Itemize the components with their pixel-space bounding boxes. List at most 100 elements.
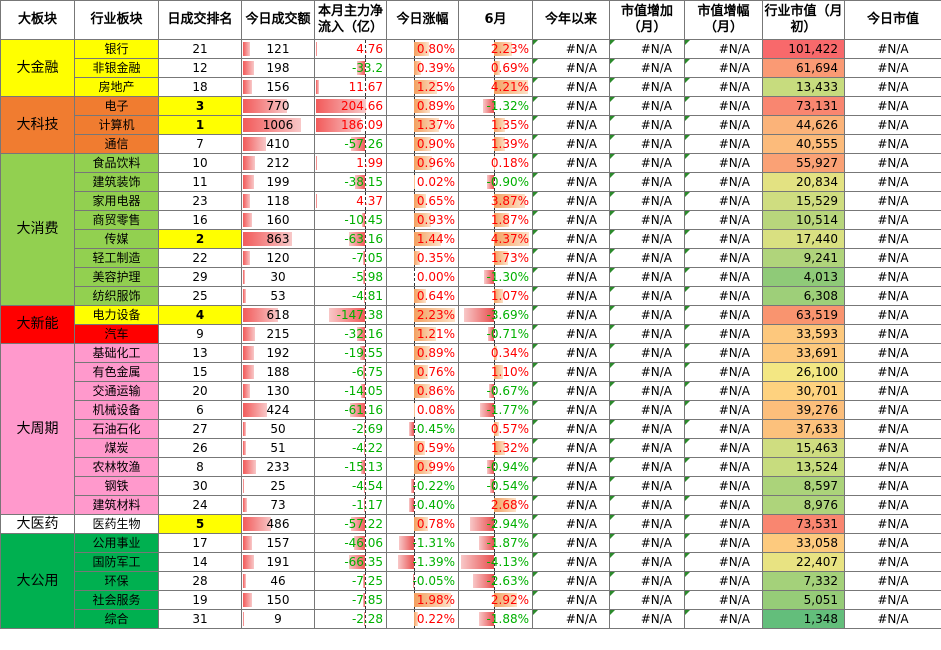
- cap-pct-cell[interactable]: #N/A: [684, 210, 763, 230]
- rank-cell[interactable]: 5: [158, 514, 242, 534]
- header-cell[interactable]: 今日涨幅: [386, 0, 459, 40]
- rank-cell[interactable]: 9: [158, 324, 242, 344]
- cap-pct-cell[interactable]: #N/A: [684, 495, 763, 515]
- today-cap-cell[interactable]: #N/A: [844, 77, 941, 97]
- header-cell[interactable]: 行业板块: [74, 0, 159, 40]
- cap-add-cell[interactable]: #N/A: [609, 229, 685, 249]
- today-change-cell[interactable]: 0.90%: [386, 134, 459, 154]
- header-cell[interactable]: 6月: [458, 0, 533, 40]
- industry-cap-cell[interactable]: 8,976: [762, 495, 845, 515]
- rank-cell[interactable]: 10: [158, 153, 242, 173]
- inflow-cell[interactable]: -2.28: [314, 609, 387, 629]
- rank-cell[interactable]: 12: [158, 58, 242, 78]
- ytd-cell[interactable]: #N/A: [532, 191, 610, 211]
- rank-cell[interactable]: 2: [158, 229, 242, 249]
- cap-add-cell[interactable]: #N/A: [609, 134, 685, 154]
- turnover-cell[interactable]: 770: [241, 96, 315, 116]
- rank-cell[interactable]: 27: [158, 419, 242, 439]
- industry-cap-cell[interactable]: 73,131: [762, 96, 845, 116]
- industry-cap-cell[interactable]: 8,597: [762, 476, 845, 496]
- industry-cell[interactable]: 电子: [74, 96, 159, 116]
- today-cap-cell[interactable]: #N/A: [844, 191, 941, 211]
- header-cell[interactable]: 今日市值: [844, 0, 941, 40]
- turnover-cell[interactable]: 121: [241, 39, 315, 59]
- industry-cell[interactable]: 电力设备: [74, 305, 159, 325]
- inflow-cell[interactable]: -33.2: [314, 58, 387, 78]
- cap-add-cell[interactable]: #N/A: [609, 609, 685, 629]
- today-cap-cell[interactable]: #N/A: [844, 286, 941, 306]
- today-change-cell[interactable]: 1.21%: [386, 324, 459, 344]
- june-change-cell[interactable]: -2.94%: [458, 514, 533, 534]
- turnover-cell[interactable]: 130: [241, 381, 315, 401]
- cap-add-cell[interactable]: #N/A: [609, 153, 685, 173]
- ytd-cell[interactable]: #N/A: [532, 324, 610, 344]
- industry-cap-cell[interactable]: 6,308: [762, 286, 845, 306]
- header-cell[interactable]: 市值增幅（月）: [684, 0, 763, 40]
- cap-add-cell[interactable]: #N/A: [609, 571, 685, 591]
- turnover-cell[interactable]: 486: [241, 514, 315, 534]
- ytd-cell[interactable]: #N/A: [532, 39, 610, 59]
- industry-cap-cell[interactable]: 55,927: [762, 153, 845, 173]
- today-change-cell[interactable]: -1.39%: [386, 552, 459, 572]
- industry-cell[interactable]: 公用事业: [74, 533, 159, 553]
- turnover-cell[interactable]: 215: [241, 324, 315, 344]
- ytd-cell[interactable]: #N/A: [532, 533, 610, 553]
- inflow-cell[interactable]: 11.67: [314, 77, 387, 97]
- turnover-cell[interactable]: 233: [241, 457, 315, 477]
- rank-cell[interactable]: 18: [158, 77, 242, 97]
- industry-cell[interactable]: 非银金融: [74, 58, 159, 78]
- industry-cell[interactable]: 汽车: [74, 324, 159, 344]
- rank-cell[interactable]: 3: [158, 96, 242, 116]
- industry-cap-cell[interactable]: 1,348: [762, 609, 845, 629]
- industry-cap-cell[interactable]: 33,593: [762, 324, 845, 344]
- cap-add-cell[interactable]: #N/A: [609, 210, 685, 230]
- cap-pct-cell[interactable]: #N/A: [684, 153, 763, 173]
- turnover-cell[interactable]: 73: [241, 495, 315, 515]
- turnover-cell[interactable]: 410: [241, 134, 315, 154]
- today-change-cell[interactable]: 0.08%: [386, 400, 459, 420]
- ytd-cell[interactable]: #N/A: [532, 305, 610, 325]
- june-change-cell[interactable]: -0.94%: [458, 457, 533, 477]
- inflow-cell[interactable]: -4.54: [314, 476, 387, 496]
- industry-cell[interactable]: 有色金属: [74, 362, 159, 382]
- industry-cap-cell[interactable]: 5,051: [762, 590, 845, 610]
- cap-add-cell[interactable]: #N/A: [609, 476, 685, 496]
- inflow-cell[interactable]: 1.99: [314, 153, 387, 173]
- ytd-cell[interactable]: #N/A: [532, 571, 610, 591]
- today-cap-cell[interactable]: #N/A: [844, 267, 941, 287]
- june-change-cell[interactable]: 1.39%: [458, 134, 533, 154]
- june-change-cell[interactable]: 4.37%: [458, 229, 533, 249]
- turnover-cell[interactable]: 160: [241, 210, 315, 230]
- industry-cell[interactable]: 传媒: [74, 229, 159, 249]
- industry-cap-cell[interactable]: 26,100: [762, 362, 845, 382]
- cap-pct-cell[interactable]: #N/A: [684, 229, 763, 249]
- industry-cap-cell[interactable]: 40,555: [762, 134, 845, 154]
- june-change-cell[interactable]: 2.23%: [458, 39, 533, 59]
- inflow-cell[interactable]: 4.37: [314, 191, 387, 211]
- ytd-cell[interactable]: #N/A: [532, 58, 610, 78]
- inflow-cell[interactable]: -15.13: [314, 457, 387, 477]
- cap-add-cell[interactable]: #N/A: [609, 533, 685, 553]
- industry-cell[interactable]: 综合: [74, 609, 159, 629]
- inflow-cell[interactable]: -2.69: [314, 419, 387, 439]
- industry-cell[interactable]: 钢铁: [74, 476, 159, 496]
- june-change-cell[interactable]: 1.73%: [458, 248, 533, 268]
- turnover-cell[interactable]: 199: [241, 172, 315, 192]
- today-change-cell[interactable]: 0.93%: [386, 210, 459, 230]
- cap-pct-cell[interactable]: #N/A: [684, 533, 763, 553]
- june-change-cell[interactable]: -2.63%: [458, 571, 533, 591]
- industry-cell[interactable]: 美容护理: [74, 267, 159, 287]
- cap-pct-cell[interactable]: #N/A: [684, 96, 763, 116]
- today-cap-cell[interactable]: #N/A: [844, 571, 941, 591]
- cap-add-cell[interactable]: #N/A: [609, 96, 685, 116]
- turnover-cell[interactable]: 157: [241, 533, 315, 553]
- cap-pct-cell[interactable]: #N/A: [684, 400, 763, 420]
- inflow-cell[interactable]: 204.66: [314, 96, 387, 116]
- today-change-cell[interactable]: 0.86%: [386, 381, 459, 401]
- today-cap-cell[interactable]: #N/A: [844, 96, 941, 116]
- today-change-cell[interactable]: 1.98%: [386, 590, 459, 610]
- industry-cell[interactable]: 商贸零售: [74, 210, 159, 230]
- cap-add-cell[interactable]: #N/A: [609, 495, 685, 515]
- rank-cell[interactable]: 22: [158, 248, 242, 268]
- cap-add-cell[interactable]: #N/A: [609, 77, 685, 97]
